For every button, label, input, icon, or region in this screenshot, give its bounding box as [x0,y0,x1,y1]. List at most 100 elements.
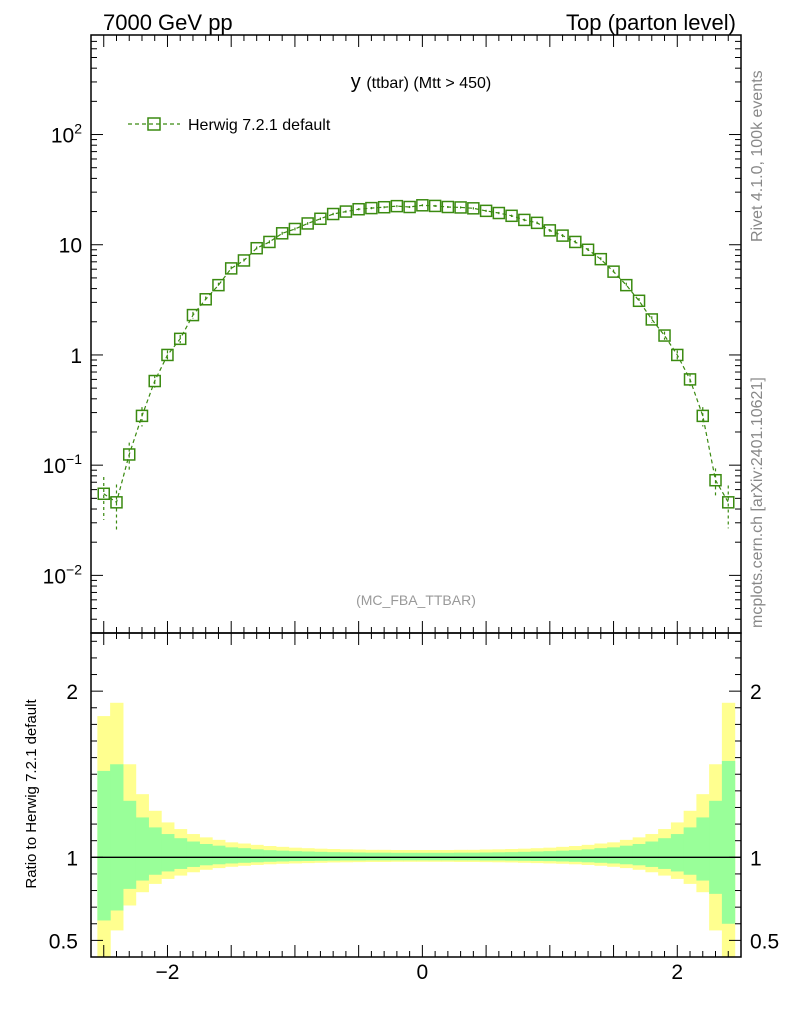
data-point [390,199,404,213]
data-point [479,204,493,218]
x-tick-label: −2 [155,961,179,984]
data-point [122,448,136,461]
data-point [148,374,161,388]
y-tick-label: 1 [70,345,82,368]
data-point [288,222,302,236]
data-point [186,308,200,322]
data-point [212,278,225,292]
data-point [97,487,110,501]
ratio-band-inner [670,834,685,872]
data-point [671,348,684,362]
ratio-band-inner [594,848,608,863]
data-point [722,496,735,509]
ratio-band-inner [365,852,379,861]
data-point [326,207,340,221]
data-point [543,224,557,237]
ratio-band-inner [288,851,302,862]
data-point [569,235,582,249]
ratio-band-inner [263,850,277,862]
ratio-band-inner [212,845,226,865]
x-tick-label: 0 [417,961,429,984]
data-point [556,229,569,242]
data-point [135,409,149,423]
ratio-band-inner [581,849,596,863]
ratio-ylabel: Ratio to Herwig 7.2.1 default [23,699,40,889]
ratio-tick-label-left: 0.5 [49,930,78,953]
ratio-band-inner [441,852,455,861]
data-point [352,202,365,216]
ratio-band-inner [186,841,200,867]
ratio-band-inner [709,800,723,894]
ratio-band-inner [377,852,392,861]
data-point [250,241,263,255]
data-point [403,200,416,214]
data-point [696,409,710,423]
ratio-band-inner [339,852,353,861]
ratio-band-inner [148,827,162,875]
ratio-tick-label-right: 1 [750,847,762,870]
ratio-band-inner [632,844,647,866]
data-point [594,252,608,266]
data-point [454,201,467,214]
ratio-plot-frame [90,632,742,958]
data-point [632,294,646,308]
data-point [581,243,595,257]
ratio-band-inner [173,838,188,869]
ratio-band-inner [492,852,506,861]
data-point [620,278,633,292]
series-line [103,204,729,504]
plot-title-sub: (ttbar) (Mtt > 450) [366,75,491,92]
ratio-band-inner [530,851,545,861]
data-point [365,201,378,215]
data-point [416,199,429,212]
data-point [518,213,531,227]
data-point [301,217,314,230]
ratio-tick-label-left: 1 [66,847,78,870]
ratio-band-inner [390,852,404,861]
data-point [110,496,123,509]
legend-label: Herwig 7.2.1 default [188,117,331,134]
data-point [683,373,697,386]
legend-marker [147,117,161,131]
data-point [467,202,480,215]
data-point [645,313,659,326]
ratio-tick-label-left: 2 [66,681,78,704]
ratio-band-inner [721,760,736,924]
data-point [709,473,722,487]
ratio-band-inner [314,851,328,861]
ratio-band-inner [224,847,239,864]
ratio-band-inner [454,852,468,861]
ratio-tick-label-right: 2 [750,681,762,704]
ratio-band-inner [416,852,430,861]
ratio-band-inner [352,852,366,861]
data-point [161,348,174,362]
ratio-band-inner [517,851,532,861]
ratio-band [91,702,741,957]
data-point [275,227,289,240]
header-left: 7000 GeV pp [103,10,233,35]
ratio-band-inner [683,827,697,875]
data-point [224,262,238,275]
ratio-band-inner [275,850,290,862]
ratio-band-inner [607,847,621,864]
ratio-band-inner [301,851,315,861]
data-point [199,293,212,306]
ratio-band-inner [466,852,481,861]
data-point [492,206,506,220]
ratio-band-inner [199,844,213,866]
data-point [237,254,251,267]
data-point [428,199,442,213]
ratio-band-inner [658,838,672,869]
ratio-band-inner [135,817,149,881]
ratio-band-inner [161,834,175,872]
ratio-band-inner [237,848,251,863]
ratio-band-inner [326,852,341,861]
side-text-bottom: mcplots.cern.ch [arXiv:2401.10621] [749,377,766,628]
ratio-band-inner [556,850,570,862]
data-point [441,200,455,214]
data-point [607,265,620,278]
ratio-band-inner [479,852,494,861]
ratio-band-inner [568,850,583,862]
ratio-band-inner [122,800,137,889]
